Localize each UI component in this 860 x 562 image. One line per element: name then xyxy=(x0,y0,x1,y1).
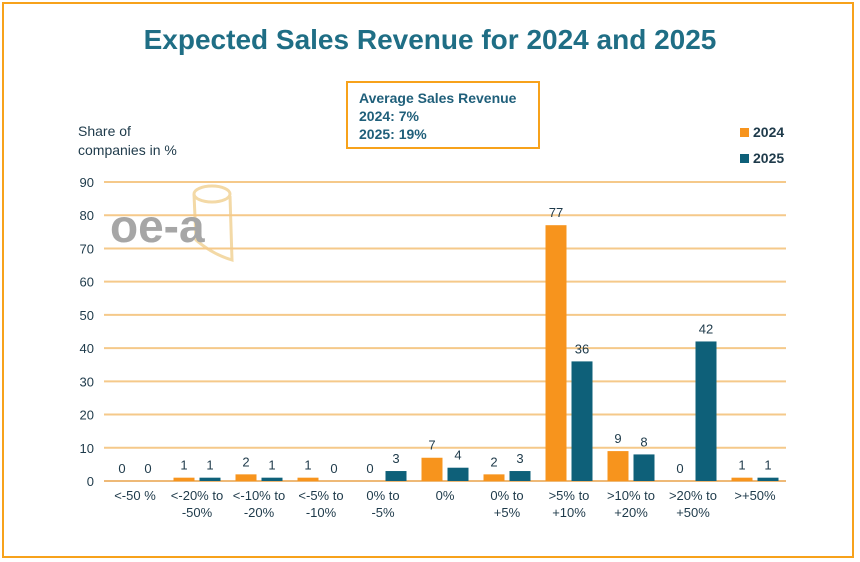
x-tick-label-1-1: -50% xyxy=(182,505,213,520)
x-tick-label-10-0: >+50% xyxy=(734,488,776,503)
bar-2024-10 xyxy=(731,477,753,481)
average-revenue-box: Average Sales Revenue 2024: 7% 2025: 19% xyxy=(346,81,540,149)
y-axis-label-line1: Share of xyxy=(78,123,131,139)
data-label-2025-5: 4 xyxy=(454,448,461,463)
y-tick-label-40: 40 xyxy=(80,341,94,356)
x-tick-label-8-0: >10% to xyxy=(607,488,655,503)
x-tick-label-2-1: -20% xyxy=(244,505,275,520)
y-tick-label-0: 0 xyxy=(87,474,94,489)
logo-text: oe-a xyxy=(110,200,205,252)
data-label-2025-0: 0 xyxy=(144,461,151,476)
x-tick-label-7-1: +10% xyxy=(552,505,586,520)
data-label-2025-1: 1 xyxy=(206,458,213,473)
y-axis-ticks: 0 10 20 30 40 50 60 70 80 90 xyxy=(80,175,94,489)
x-tick-label-8-1: +20% xyxy=(614,505,648,520)
x-tick-label-9-0: >20% to xyxy=(669,488,717,503)
data-label-2025-8: 8 xyxy=(640,434,647,449)
x-tick-label-4-0: 0% to xyxy=(366,488,399,503)
data-label-2024-5: 7 xyxy=(428,438,435,453)
data-label-2024-9: 0 xyxy=(676,461,683,476)
data-label-2025-9: 42 xyxy=(699,321,713,336)
legend-label-2025: 2025 xyxy=(753,150,785,166)
data-label-2024-3: 1 xyxy=(304,458,311,473)
bar-2025-10 xyxy=(757,477,779,481)
x-tick-label-9-1: +50% xyxy=(676,505,710,520)
y-tick-label-20: 20 xyxy=(80,408,94,423)
x-tick-label-6-0: 0% to xyxy=(490,488,523,503)
data-label-2024-4: 0 xyxy=(366,461,373,476)
x-tick-label-6-1: +5% xyxy=(494,505,521,520)
data-label-2025-6: 3 xyxy=(516,451,523,466)
bar-2025-6 xyxy=(509,471,531,481)
logo-roll-icon xyxy=(192,184,234,263)
x-tick-label-3-1: -10% xyxy=(306,505,337,520)
x-tick-label-3-0: <-5% to xyxy=(298,488,343,503)
bars xyxy=(173,225,779,481)
x-tick-label-7-0: >5% to xyxy=(549,488,590,503)
y-tick-label-70: 70 xyxy=(80,241,94,256)
oe-a-logo: oe-a xyxy=(110,184,234,263)
data-label-2025-4: 3 xyxy=(392,451,399,466)
data-label-2025-7: 36 xyxy=(575,341,589,356)
x-axis-ticks: <-50 % <-20% to -50% <-10% to -20% <-5% to -10… xyxy=(114,488,776,520)
legend-swatch-2025 xyxy=(740,154,749,163)
data-label-2024-2: 2 xyxy=(242,454,249,469)
bar-2024-1 xyxy=(173,477,195,481)
data-label-2025-2: 1 xyxy=(268,458,275,473)
x-tick-label-5-0: 0% xyxy=(436,488,455,503)
bar-2025-5 xyxy=(447,467,469,481)
y-tick-label-60: 60 xyxy=(80,275,94,290)
y-axis-label-line2: companies in % xyxy=(78,142,177,158)
bar-2025-8 xyxy=(633,454,655,481)
data-label-2024-7: 77 xyxy=(549,205,563,220)
data-label-2025-10: 1 xyxy=(764,458,771,473)
legend-label-2024: 2024 xyxy=(753,124,785,140)
y-tick-label-50: 50 xyxy=(80,308,94,323)
data-label-2024-0: 0 xyxy=(118,461,125,476)
average-box-heading: Average Sales Revenue xyxy=(359,90,517,106)
data-label-2024-6: 2 xyxy=(490,454,497,469)
x-tick-label-1-0: <-20% to xyxy=(171,488,223,503)
y-tick-label-90: 90 xyxy=(80,175,94,190)
data-label-2024-8: 9 xyxy=(614,431,621,446)
bar-2025-9 xyxy=(695,341,717,481)
y-axis-label: Share of companies in % xyxy=(78,122,177,160)
data-label-2024-1: 1 xyxy=(180,458,187,473)
y-tick-label-10: 10 xyxy=(80,441,94,456)
bar-2025-1 xyxy=(199,477,221,481)
average-2024: 2024: 7% xyxy=(359,108,419,124)
bar-2024-2 xyxy=(235,474,257,481)
y-tick-label-80: 80 xyxy=(80,208,94,223)
legend-item-2024: 2024 xyxy=(740,124,784,140)
data-label-2025-3: 0 xyxy=(330,461,337,476)
bar-2024-6 xyxy=(483,474,505,481)
x-tick-label-4-1: -5% xyxy=(371,505,395,520)
bar-2024-3 xyxy=(297,477,319,481)
chart-title: Expected Sales Revenue for 2024 and 2025 xyxy=(143,24,717,55)
legend-item-2025: 2025 xyxy=(740,150,784,166)
x-tick-label-0-0: <-50 % xyxy=(114,488,156,503)
data-label-2024-10: 1 xyxy=(738,458,745,473)
bar-2025-4 xyxy=(385,471,407,481)
grid-lines xyxy=(104,181,786,482)
bar-2024-8 xyxy=(607,451,629,481)
legend-swatch-2024 xyxy=(740,128,749,137)
bar-2025-7 xyxy=(571,361,593,481)
bar-2024-7 xyxy=(545,225,567,481)
bar-2024-5 xyxy=(421,457,443,481)
average-2025: 2025: 19% xyxy=(359,126,427,142)
x-tick-label-2-0: <-10% to xyxy=(233,488,285,503)
y-tick-label-30: 30 xyxy=(80,374,94,389)
bar-2025-2 xyxy=(261,477,283,481)
